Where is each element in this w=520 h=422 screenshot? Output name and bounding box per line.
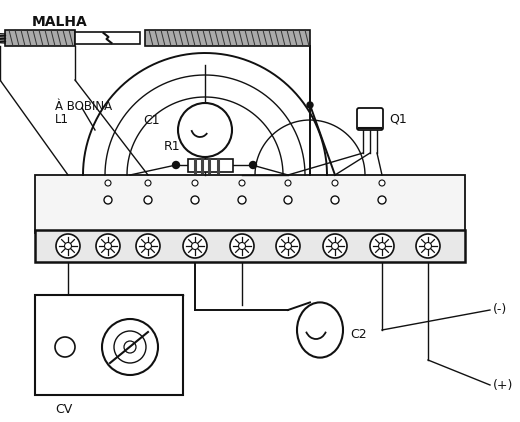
Circle shape bbox=[64, 243, 72, 249]
Circle shape bbox=[276, 234, 300, 258]
Circle shape bbox=[416, 234, 440, 258]
Circle shape bbox=[250, 162, 256, 168]
Circle shape bbox=[284, 243, 292, 249]
Circle shape bbox=[145, 243, 151, 249]
Text: (+): (+) bbox=[493, 379, 513, 392]
Text: R1: R1 bbox=[163, 141, 180, 154]
Text: C1: C1 bbox=[144, 114, 160, 127]
Text: (-): (-) bbox=[493, 303, 507, 316]
Circle shape bbox=[105, 243, 111, 249]
Circle shape bbox=[323, 234, 347, 258]
Circle shape bbox=[239, 243, 245, 249]
Circle shape bbox=[378, 196, 386, 204]
Ellipse shape bbox=[297, 303, 343, 357]
Circle shape bbox=[230, 234, 254, 258]
Bar bbox=[35, 295, 183, 395]
FancyBboxPatch shape bbox=[357, 108, 383, 130]
Circle shape bbox=[96, 234, 120, 258]
Bar bbox=[5, 30, 75, 46]
Circle shape bbox=[56, 234, 80, 258]
Circle shape bbox=[238, 196, 246, 204]
Circle shape bbox=[370, 234, 394, 258]
Circle shape bbox=[307, 102, 313, 108]
Circle shape bbox=[191, 196, 199, 204]
Circle shape bbox=[192, 180, 198, 186]
Circle shape bbox=[144, 196, 152, 204]
Text: À BOBINA: À BOBINA bbox=[55, 100, 112, 113]
Circle shape bbox=[105, 180, 111, 186]
Text: Q1: Q1 bbox=[389, 113, 407, 125]
Text: CV: CV bbox=[55, 403, 72, 416]
Bar bbox=[188, 159, 233, 172]
Circle shape bbox=[239, 180, 245, 186]
Text: C2: C2 bbox=[350, 328, 367, 341]
Circle shape bbox=[55, 337, 75, 357]
Circle shape bbox=[183, 234, 207, 258]
Circle shape bbox=[102, 319, 158, 375]
Text: L1: L1 bbox=[55, 113, 69, 126]
Circle shape bbox=[124, 341, 136, 353]
Circle shape bbox=[136, 234, 160, 258]
Circle shape bbox=[104, 196, 112, 204]
Circle shape bbox=[379, 243, 385, 249]
Circle shape bbox=[424, 243, 432, 249]
Circle shape bbox=[332, 243, 339, 249]
Circle shape bbox=[178, 103, 232, 157]
Circle shape bbox=[332, 180, 338, 186]
Text: MALHA: MALHA bbox=[32, 15, 88, 29]
Bar bbox=[75, 32, 140, 44]
Bar bbox=[35, 230, 465, 262]
Circle shape bbox=[379, 180, 385, 186]
Bar bbox=[35, 175, 465, 233]
Circle shape bbox=[145, 180, 151, 186]
Bar bbox=[145, 30, 310, 46]
Circle shape bbox=[284, 196, 292, 204]
Circle shape bbox=[173, 162, 179, 168]
Circle shape bbox=[285, 180, 291, 186]
Circle shape bbox=[114, 331, 146, 363]
Circle shape bbox=[191, 243, 199, 249]
Circle shape bbox=[331, 196, 339, 204]
